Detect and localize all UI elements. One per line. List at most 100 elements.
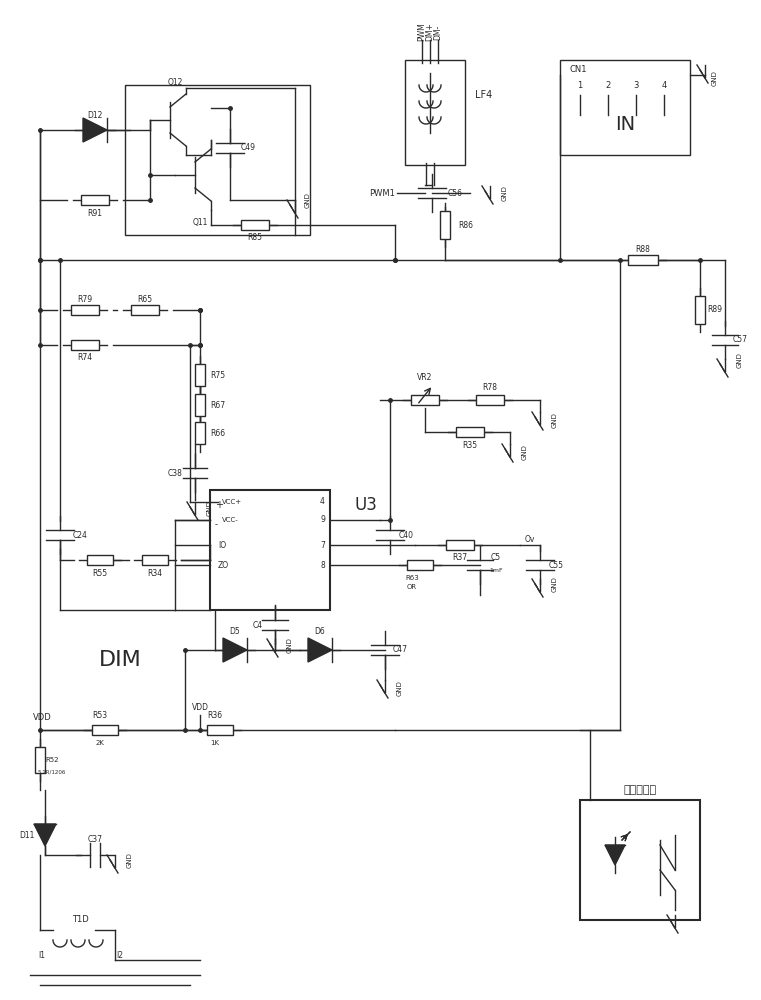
Text: R34: R34 — [148, 570, 163, 578]
Text: ZO: ZO — [218, 560, 229, 570]
Bar — [411, 395, 439, 405]
Bar — [241, 220, 269, 230]
Bar — [407, 560, 433, 570]
Text: Ov: Ov — [525, 536, 535, 544]
Text: DIM: DIM — [99, 650, 142, 670]
Text: DM+: DM+ — [425, 23, 435, 41]
Text: VR2: VR2 — [417, 373, 433, 382]
Text: C4: C4 — [253, 620, 263, 630]
Text: R79: R79 — [78, 296, 93, 304]
Bar — [125, 85, 310, 235]
Text: 4: 4 — [661, 81, 667, 90]
Text: GND: GND — [522, 444, 528, 460]
Text: GND: GND — [502, 185, 508, 201]
Bar — [210, 490, 330, 610]
Bar — [195, 422, 205, 444]
Bar — [440, 211, 450, 239]
Text: C49: C49 — [240, 143, 256, 152]
Bar — [580, 800, 700, 920]
Bar — [628, 255, 658, 265]
Text: CN1: CN1 — [570, 66, 587, 75]
Text: LF4: LF4 — [475, 90, 492, 100]
Text: C55: C55 — [549, 560, 563, 570]
Bar — [195, 394, 205, 416]
Text: R37: R37 — [453, 554, 467, 562]
Text: PWM: PWM — [418, 23, 426, 41]
Text: 4: 4 — [320, 497, 325, 506]
Text: R55: R55 — [92, 570, 107, 578]
Bar — [695, 296, 705, 324]
Text: OR: OR — [407, 584, 417, 590]
Text: 光電耦合器: 光電耦合器 — [623, 785, 657, 795]
Polygon shape — [223, 638, 247, 662]
Text: 7: 7 — [320, 540, 325, 550]
Text: R86: R86 — [458, 221, 473, 230]
Text: 2K: 2K — [96, 740, 104, 746]
Bar — [71, 305, 99, 315]
Bar — [142, 555, 168, 565]
Text: R88: R88 — [635, 245, 651, 254]
Text: l2: l2 — [116, 950, 123, 960]
Text: VCC-: VCC- — [222, 517, 239, 523]
Text: 1: 1 — [578, 81, 583, 90]
Bar — [35, 747, 45, 773]
Text: VCC+: VCC+ — [222, 499, 242, 505]
Text: C40: C40 — [399, 530, 413, 540]
Text: 3: 3 — [633, 81, 638, 90]
Text: Q11: Q11 — [193, 219, 208, 228]
Bar — [476, 395, 504, 405]
Text: R74: R74 — [78, 354, 93, 362]
Text: R35: R35 — [463, 440, 478, 450]
Bar — [195, 364, 205, 386]
Bar — [456, 427, 484, 437]
Text: R89: R89 — [708, 306, 722, 314]
Text: GND: GND — [305, 192, 311, 208]
Polygon shape — [34, 824, 56, 846]
Text: D12: D12 — [88, 110, 103, 119]
Text: C47: C47 — [393, 646, 407, 654]
Text: R53: R53 — [92, 712, 107, 720]
Text: C57: C57 — [733, 336, 747, 344]
Text: PWM1: PWM1 — [369, 188, 395, 198]
Text: R91: R91 — [88, 209, 103, 218]
Text: GND: GND — [552, 412, 558, 428]
Text: 9: 9 — [320, 516, 325, 524]
Text: VDD: VDD — [192, 704, 209, 712]
Bar — [446, 540, 474, 550]
Text: D5: D5 — [230, 628, 240, 637]
Text: D11: D11 — [19, 830, 35, 840]
Text: l1: l1 — [39, 950, 46, 960]
Polygon shape — [308, 638, 332, 662]
Text: C56: C56 — [448, 188, 463, 198]
Bar — [87, 555, 113, 565]
Text: GND: GND — [397, 680, 403, 696]
Bar — [81, 195, 109, 205]
Text: 8: 8 — [320, 560, 325, 570]
Text: 5.1R/1206: 5.1R/1206 — [38, 770, 66, 774]
Text: GND: GND — [127, 852, 133, 868]
Bar — [560, 60, 690, 155]
Bar — [207, 725, 233, 735]
Text: R75: R75 — [211, 370, 225, 379]
Text: R66: R66 — [211, 428, 225, 438]
Text: R65: R65 — [138, 296, 152, 304]
Text: C5: C5 — [491, 554, 501, 562]
Text: 2: 2 — [605, 81, 610, 90]
Bar — [131, 305, 159, 315]
Text: GND: GND — [207, 500, 213, 516]
Text: C24: C24 — [72, 530, 88, 540]
Text: -: - — [215, 520, 218, 530]
Text: GND: GND — [737, 352, 743, 368]
Text: R63: R63 — [405, 575, 419, 581]
Bar — [405, 60, 465, 165]
Text: T1D: T1D — [72, 916, 88, 924]
Text: U3: U3 — [355, 496, 378, 514]
Bar — [71, 340, 99, 350]
Text: IO: IO — [218, 540, 226, 550]
Text: Q12: Q12 — [167, 78, 183, 87]
Polygon shape — [83, 118, 107, 142]
Text: R85: R85 — [247, 233, 263, 242]
Text: +: + — [215, 500, 223, 510]
Text: GND: GND — [552, 576, 558, 592]
Text: R36: R36 — [208, 712, 222, 720]
